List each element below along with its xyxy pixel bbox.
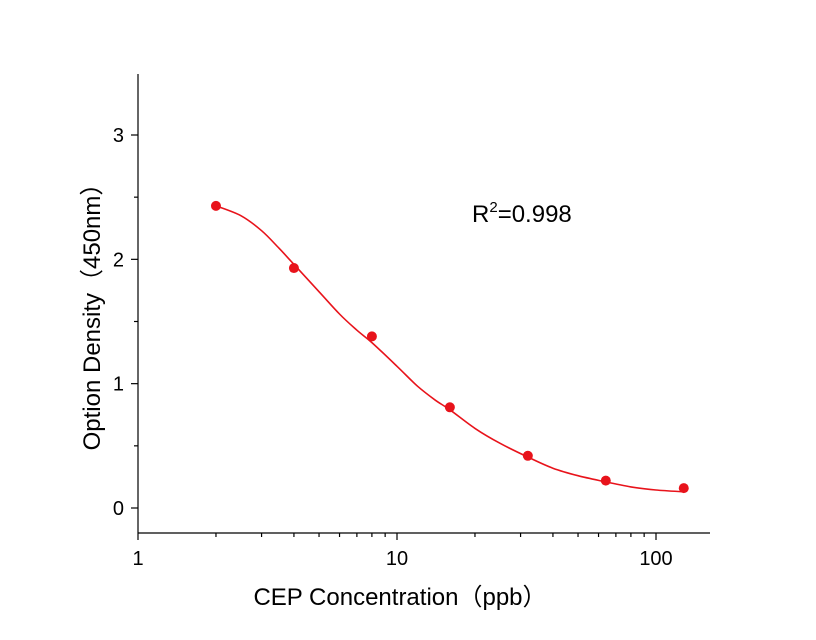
r-squared-sup: 2 [489, 199, 497, 216]
r-squared-value: =0.998 [498, 201, 572, 228]
data-point [288, 263, 299, 274]
y-tick-label: 2 [113, 249, 124, 271]
data-point [522, 450, 533, 461]
data-point [678, 483, 689, 494]
data-point [600, 475, 611, 486]
y-tick-label: 1 [113, 374, 124, 396]
y-tick-label: 0 [113, 498, 124, 520]
data-point [366, 331, 377, 342]
x-axis-title: CEP Concentration（ppb） [253, 584, 546, 611]
y-axis-title: Option Density（450nm） [79, 172, 106, 451]
data-point [210, 200, 221, 211]
x-ticks: 1 10 100 [132, 533, 673, 570]
y-ticks: 0 1 2 3 [113, 125, 138, 520]
y-tick-label: 3 [113, 125, 124, 147]
data-points [210, 200, 689, 494]
data-point [444, 402, 455, 413]
axes [137, 74, 710, 534]
r-squared-annotation: R2=0.998 [472, 199, 572, 228]
fit-curve [215, 205, 684, 493]
x-tick-label: 10 [386, 548, 408, 570]
x-tick-label: 100 [639, 548, 672, 570]
r-squared-base: R [472, 201, 489, 228]
x-tick-label: 1 [132, 548, 143, 570]
